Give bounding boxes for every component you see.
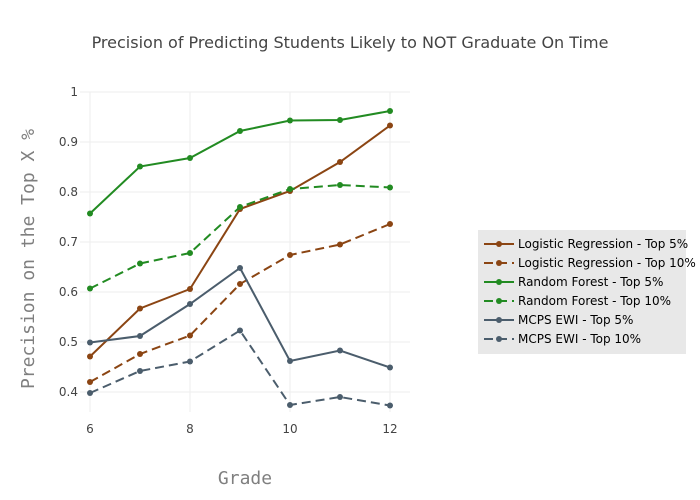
legend-item[interactable]: Logistic Regression - Top 5% (484, 237, 688, 251)
series-5[interactable] (87, 265, 393, 371)
data-point[interactable] (287, 117, 293, 124)
data-point[interactable] (387, 184, 393, 191)
plot-area (87, 108, 393, 409)
data-point[interactable] (237, 204, 243, 210)
data-point[interactable] (237, 327, 243, 334)
data-point[interactable] (337, 241, 343, 248)
gridlines (80, 91, 410, 412)
data-point[interactable] (187, 286, 193, 292)
data-point[interactable] (387, 122, 393, 129)
data-point[interactable] (337, 117, 343, 123)
data-point[interactable] (187, 332, 193, 339)
data-point[interactable] (87, 339, 93, 346)
x-axis-title: Grade (218, 468, 272, 489)
x-tick-label: 6 (86, 422, 94, 436)
legend-item[interactable]: Random Forest - Top 10% (484, 294, 671, 308)
data-point[interactable] (137, 163, 143, 170)
legend-marker (496, 241, 502, 247)
legend-label: MCPS EWI - Top 5% (518, 313, 633, 327)
data-point[interactable] (87, 285, 93, 292)
x-tick-label: 12 (382, 422, 397, 436)
data-point[interactable] (87, 353, 93, 360)
y-tick-label: 0.9 (59, 135, 78, 149)
legend-label: MCPS EWI - Top 10% (518, 332, 641, 346)
data-point[interactable] (237, 128, 243, 134)
data-point[interactable] (137, 351, 143, 357)
data-point[interactable] (237, 265, 243, 271)
legend-marker (496, 260, 502, 266)
series-line (89, 223, 391, 383)
legend-item[interactable]: MCPS EWI - Top 10% (484, 332, 641, 346)
data-point[interactable] (87, 210, 93, 217)
legend[interactable]: Logistic Regression - Top 5% Logistic Reg… (478, 230, 696, 354)
legend-item[interactable]: Random Forest - Top 5% (484, 275, 663, 289)
data-point[interactable] (337, 159, 343, 165)
legend-marker (496, 336, 502, 342)
y-tick-label: 0.6 (59, 285, 78, 299)
data-point[interactable] (337, 182, 343, 188)
data-point[interactable] (387, 364, 393, 371)
data-point[interactable] (137, 368, 143, 374)
y-tick-label: 0.8 (59, 185, 78, 199)
legend-label: Logistic Regression - Top 10% (518, 256, 696, 270)
series-6[interactable] (87, 327, 393, 409)
series-line (89, 183, 391, 290)
data-point[interactable] (337, 347, 343, 354)
data-point[interactable] (387, 221, 393, 227)
legend-item[interactable]: MCPS EWI - Top 5% (484, 313, 633, 327)
data-point[interactable] (337, 394, 343, 400)
legend-background (478, 230, 686, 354)
legend-label: Random Forest - Top 5% (518, 275, 663, 289)
data-point[interactable] (137, 333, 143, 339)
y-axis-title: Precision on the Top X % (18, 129, 39, 389)
data-point[interactable] (387, 402, 393, 409)
data-point[interactable] (287, 252, 293, 258)
data-point[interactable] (187, 301, 193, 307)
x-tick-label: 8 (186, 422, 194, 436)
legend-label: Logistic Regression - Top 5% (518, 237, 688, 251)
legend-item[interactable]: Logistic Regression - Top 10% (484, 256, 696, 270)
data-point[interactable] (287, 186, 293, 192)
data-point[interactable] (287, 402, 293, 408)
legend-marker (496, 279, 502, 285)
data-point[interactable] (187, 250, 193, 256)
data-point[interactable] (287, 358, 293, 364)
series-2[interactable] (87, 221, 393, 385)
legend-marker (496, 298, 502, 304)
data-point[interactable] (187, 155, 193, 161)
series-line (89, 110, 391, 215)
data-point[interactable] (187, 358, 193, 365)
data-point[interactable] (87, 390, 93, 396)
legend-marker (496, 317, 502, 323)
data-point[interactable] (387, 108, 393, 114)
y-tick-label: 1 (70, 85, 78, 99)
series-3[interactable] (87, 108, 393, 217)
chart-title: Precision of Predicting Students Likely … (91, 33, 609, 52)
data-point[interactable] (137, 260, 143, 267)
y-tick-label: 0.7 (59, 235, 78, 249)
y-tick-label: 0.4 (59, 385, 78, 399)
axis-ticks: 0.4 0.5 0.6 0.7 0.8 0.9 1 6 8 10 12 (59, 85, 398, 436)
data-point[interactable] (237, 281, 243, 287)
series-4[interactable] (87, 182, 393, 292)
x-tick-label: 10 (282, 422, 297, 436)
series-line (89, 124, 391, 358)
data-point[interactable] (137, 305, 143, 312)
y-tick-label: 0.5 (59, 335, 78, 349)
data-point[interactable] (87, 379, 93, 385)
legend-label: Random Forest - Top 10% (518, 294, 671, 308)
